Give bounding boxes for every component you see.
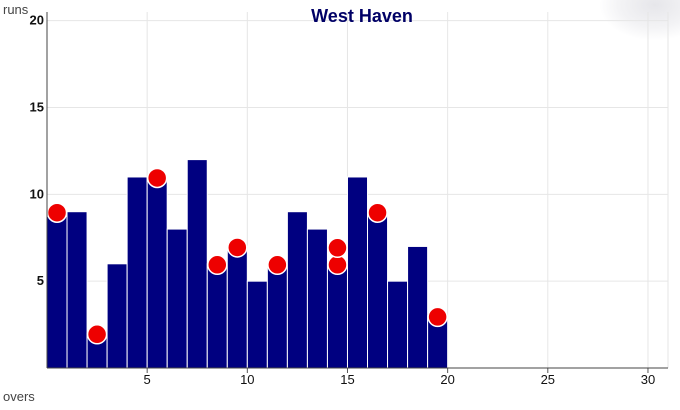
bar (66, 211, 88, 369)
wicket-markers (46, 167, 448, 345)
wicket-marker (327, 254, 348, 276)
y-tick-label: 15 (30, 100, 44, 115)
wicket-marker (227, 237, 248, 258)
bar (186, 159, 208, 369)
x-tick-label: 25 (541, 372, 555, 387)
y-axis-label: runs (3, 2, 29, 17)
bar (326, 263, 348, 369)
bar (346, 176, 369, 369)
bar (166, 228, 188, 369)
y-tick-label: 10 (30, 186, 44, 201)
bar (226, 245, 248, 369)
wicket-marker (146, 167, 168, 189)
wicket-marker (207, 254, 228, 276)
bar (46, 211, 68, 369)
bar (387, 280, 409, 369)
bar (206, 263, 228, 369)
bar-series (46, 159, 449, 369)
y-tick-label: 5 (37, 273, 44, 288)
y-tick-labels: 5 10 15 20 (30, 13, 44, 288)
bar (306, 228, 328, 369)
bar (246, 280, 268, 369)
x-tick-label: 30 (641, 372, 655, 387)
chart-title: West Haven (311, 6, 413, 26)
x-tick-label: 10 (240, 372, 254, 387)
x-tick-labels: 5 10 15 20 25 30 (144, 372, 656, 387)
x-tick-label: 15 (340, 372, 354, 387)
bar (106, 263, 128, 369)
bar (266, 263, 288, 369)
x-axis-label: overs (3, 389, 35, 404)
bar (126, 176, 148, 369)
bar (407, 245, 429, 369)
bar (286, 211, 308, 369)
wicket-marker (267, 254, 288, 276)
wicket-marker (367, 202, 388, 223)
wicket-marker (327, 237, 348, 259)
bar (146, 176, 168, 369)
wicket-marker (427, 306, 448, 328)
x-tick-label: 20 (440, 372, 454, 387)
bar (367, 211, 389, 369)
wicket-marker (86, 324, 108, 345)
axes (46, 12, 668, 373)
x-tick-label: 5 (144, 372, 151, 387)
wicket-marker (46, 202, 68, 223)
y-tick-label: 20 (30, 13, 44, 28)
